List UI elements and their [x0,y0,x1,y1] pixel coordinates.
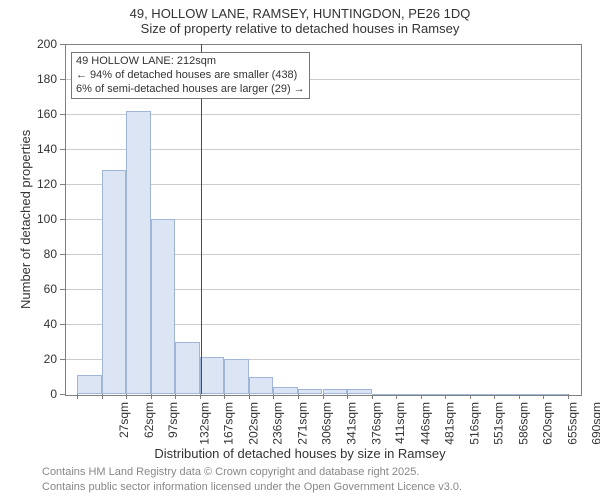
title-block: 49, HOLLOW LANE, RAMSEY, HUNTINGDON, PE2… [0,0,600,36]
xtick-label: 516sqm [467,402,481,445]
xtick-label: 690sqm [590,402,600,445]
xtick-label: 411sqm [393,402,407,444]
xtick-label: 306sqm [320,402,334,445]
xtick-label: 446sqm [418,402,432,445]
xtick-label: 271sqm [296,402,310,445]
xtick-label: 132sqm [198,402,212,445]
ytick-label: 40 [25,317,57,331]
xtick-label: 620sqm [541,402,555,445]
annotation-line: ← 94% of detached houses are smaller (43… [76,69,305,83]
ytick-label: 120 [25,177,57,191]
ytick-label: 180 [25,72,57,86]
title-sub: Size of property relative to detached ho… [0,21,600,36]
xtick-label: 481sqm [443,402,457,445]
annotation-box: 49 HOLLOW LANE: 212sqm← 94% of detached … [71,52,310,99]
ytick-label: 60 [25,282,57,296]
xtick-label: 62sqm [142,402,156,438]
annotation-line: 49 HOLLOW LANE: 212sqm [76,55,305,69]
xtick-label: 586sqm [516,402,530,445]
xtick-label: 202sqm [247,402,261,445]
annotation-line: 6% of semi-detached houses are larger (2… [76,83,305,97]
xtick-label: 27sqm [117,402,131,438]
footer-line-2: Contains public sector information licen… [42,480,462,494]
xtick-label: 341sqm [345,402,359,445]
ytick-label: 100 [25,212,57,226]
ytick-label: 80 [25,247,57,261]
ytick-label: 200 [25,37,57,51]
title-main: 49, HOLLOW LANE, RAMSEY, HUNTINGDON, PE2… [0,6,600,21]
ytick-label: 0 [25,387,57,401]
xtick-label: 376sqm [369,402,383,445]
footer-line-1: Contains HM Land Registry data © Crown c… [42,465,462,479]
x-axis-label: Distribution of detached houses by size … [0,446,600,461]
xtick-label: 97sqm [166,402,180,438]
xtick-label: 236sqm [271,402,285,445]
ytick-label: 160 [25,107,57,121]
ytick-label: 140 [25,142,57,156]
xtick-label: 655sqm [565,402,579,445]
xtick-label: 551sqm [492,402,506,445]
footer-attribution: Contains HM Land Registry data © Crown c… [42,465,462,494]
xtick-label: 167sqm [222,402,236,445]
ytick-label: 20 [25,352,57,366]
